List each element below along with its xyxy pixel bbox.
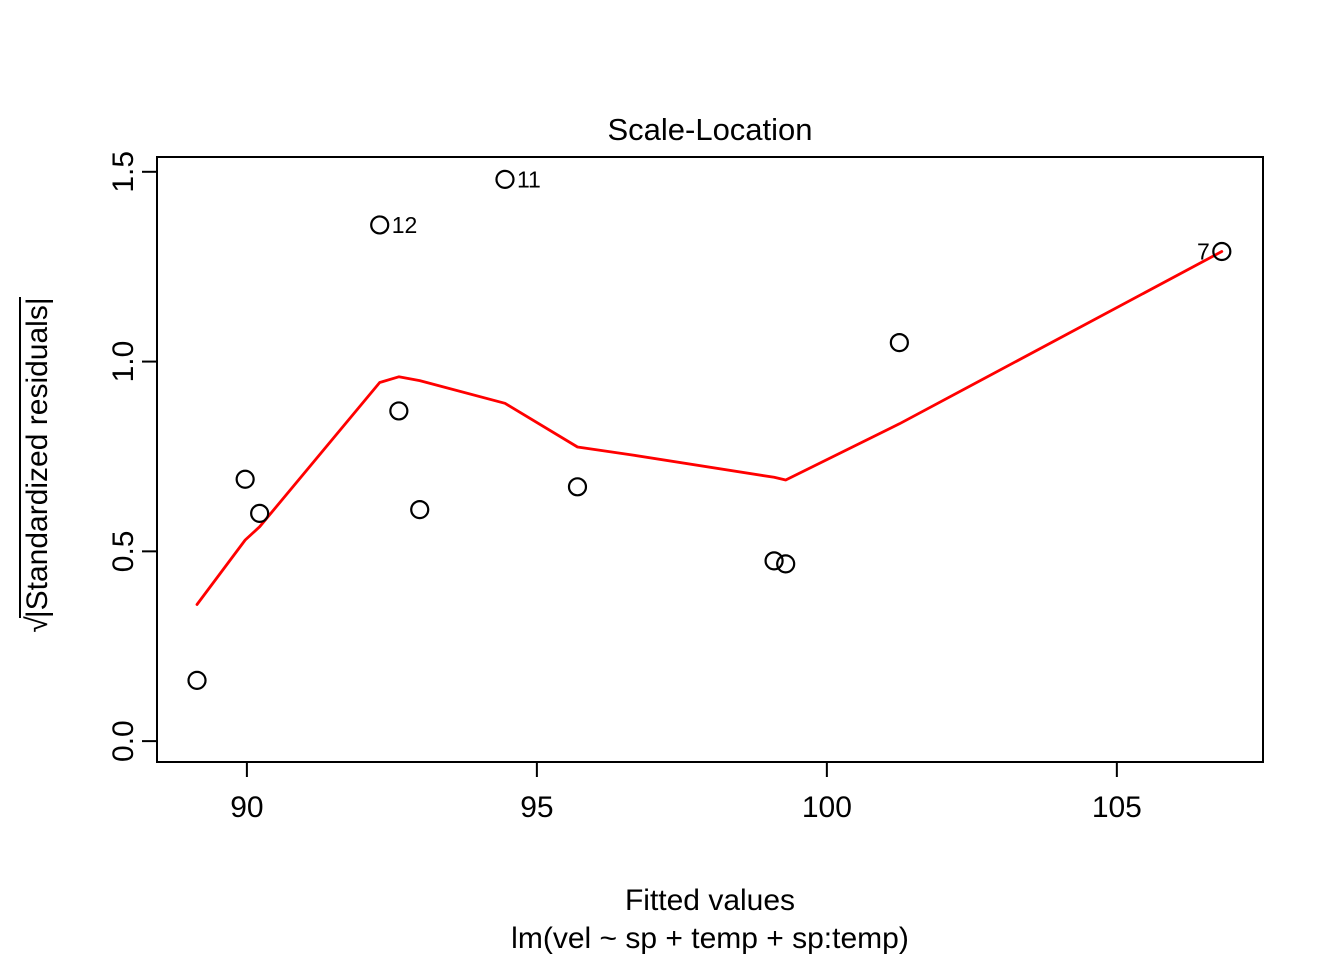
data-point [495,169,515,189]
data-point [370,215,390,235]
model-caption: lm(vel ~ sp + temp + sp:temp) [511,922,909,955]
y-tick-label: 1.5 [107,151,140,193]
point-label: 12 [392,212,418,238]
y-axis-label-text: |Standardized residuals| [19,297,54,619]
plot-box [156,156,1264,763]
smooth-line [195,250,1224,606]
plot-title: Scale-Location [607,112,813,147]
y-tick-label: 0.5 [107,530,140,572]
x-tick-label: 95 [520,791,553,824]
x-tick-label: 100 [802,791,852,824]
data-point [889,332,909,353]
data-point [764,551,784,571]
point-label: 7 [1197,239,1210,265]
y-tick-label: 1.0 [107,341,140,383]
y-tick-label: 0.0 [107,720,140,762]
point-label: 11 [517,166,541,192]
x-tick-label: 105 [1092,791,1142,824]
data-point [250,503,270,523]
data-point [235,469,255,489]
data-point [187,670,207,690]
y-axis-label: √|Standardized residuals| [19,255,57,675]
data-point [389,401,409,421]
data-point [776,554,796,574]
sqrt-radical-glyph: √ [21,618,54,633]
data-point [410,500,430,520]
x-tick-label: 90 [230,791,263,824]
x-axis-label: Fitted values [624,884,796,917]
data-point [1212,241,1232,262]
data-point [567,477,588,497]
